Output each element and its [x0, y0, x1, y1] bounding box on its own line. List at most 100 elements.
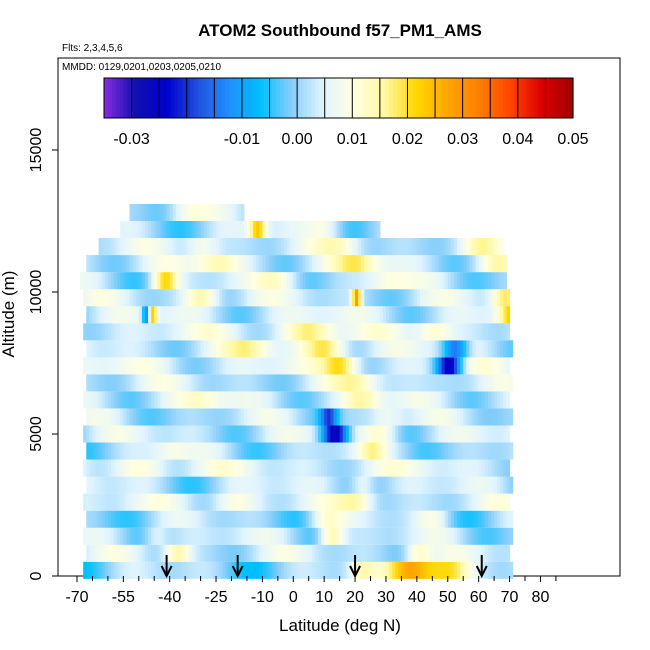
heatmap-cell: [253, 306, 257, 324]
heatmap-cell: [314, 527, 319, 545]
heatmap-cell: [240, 561, 245, 579]
heatmap-cell: [342, 561, 347, 579]
heatmap-cell: [472, 323, 477, 341]
heatmap-cell: [206, 221, 211, 239]
heatmap-cell: [327, 238, 331, 256]
heatmap-cell: [497, 408, 501, 426]
heatmap-cell: [392, 238, 396, 256]
heatmap-cell: [259, 340, 263, 358]
heatmap-cell: [123, 323, 128, 341]
heatmap-cell: [503, 442, 508, 460]
heatmap-cell: [132, 203, 137, 221]
heatmap-cell: [240, 391, 245, 409]
heatmap-cell: [123, 544, 128, 562]
heatmap-cell: [484, 527, 489, 545]
heatmap-cell: [423, 476, 427, 494]
heatmap-cell: [284, 408, 288, 426]
heatmap-cell: [361, 527, 365, 545]
heatmap-cell: [364, 391, 369, 409]
heatmap-cell: [240, 340, 245, 358]
colorbar-segment: [553, 78, 558, 118]
heatmap-cell: [222, 374, 226, 392]
heatmap-cell: [197, 374, 202, 392]
heatmap-cell: [317, 561, 322, 579]
heatmap-cell: [114, 272, 118, 290]
heatmap-cell: [197, 255, 202, 273]
heatmap-cell: [296, 306, 301, 324]
heatmap-cell: [385, 255, 390, 273]
colorbar-segment: [111, 78, 117, 118]
heatmap-cell: [302, 323, 307, 341]
heatmap-cell: [500, 476, 504, 494]
heatmap-cell: [284, 238, 288, 256]
heatmap-cell: [265, 323, 270, 341]
heatmap-cell: [333, 340, 338, 358]
colorbar-segment: [256, 78, 261, 118]
heatmap-cell: [166, 527, 171, 545]
heatmap-cell: [426, 476, 430, 494]
heatmap-cell: [423, 493, 427, 511]
heatmap-cell: [348, 323, 353, 341]
heatmap-cell: [95, 306, 100, 324]
heatmap-cell: [385, 561, 390, 579]
heatmap-cell: [503, 561, 508, 579]
heatmap-cell: [466, 374, 470, 392]
heatmap-cell: [484, 340, 489, 358]
heatmap-cell: [212, 561, 217, 579]
heatmap-cell: [317, 340, 322, 358]
heatmap-cell: [361, 289, 365, 307]
heatmap-cell: [426, 425, 430, 443]
heatmap-cell: [457, 527, 461, 545]
heatmap-cell: [435, 306, 440, 324]
heatmap-cell: [395, 323, 399, 341]
heatmap-cell: [419, 408, 424, 426]
heatmap-cell: [228, 459, 233, 477]
heatmap-cell: [398, 272, 403, 290]
heatmap-cell: [469, 442, 474, 460]
heatmap-cell: [86, 340, 90, 358]
heatmap-cell: [271, 476, 276, 494]
heatmap-cell: [494, 476, 498, 494]
heatmap-cell: [222, 323, 226, 341]
heatmap-cell: [324, 221, 328, 239]
heatmap-cell: [157, 374, 162, 392]
heatmap-cell: [410, 357, 415, 375]
heatmap-cell: [231, 561, 236, 579]
heatmap-cell: [491, 425, 495, 443]
latitude-arrow: [231, 555, 244, 579]
heatmap-cell: [107, 510, 112, 528]
heatmap-cell: [234, 374, 239, 392]
heatmap-cell: [395, 357, 399, 375]
heatmap-cell: [497, 459, 501, 477]
heatmap-cell: [194, 476, 199, 494]
heatmap-cell: [435, 272, 440, 290]
heatmap-cell: [265, 544, 270, 562]
heatmap-cell: [138, 306, 143, 324]
colorbar-segment: [369, 78, 375, 118]
heatmap-cell: [324, 391, 328, 409]
heatmap-cell: [330, 255, 335, 273]
heatmap-cell: [160, 221, 165, 239]
heatmap-cell: [330, 442, 335, 460]
heatmap-row: [83, 527, 514, 545]
heatmap-cell: [231, 374, 236, 392]
heatmap-cell: [487, 476, 492, 494]
colorbar-segment: [373, 78, 379, 118]
heatmap-cell: [185, 476, 189, 494]
heatmap-cell: [104, 272, 109, 290]
heatmap-cell: [457, 289, 461, 307]
heatmap-cell: [280, 459, 285, 477]
heatmap-cell: [487, 442, 492, 460]
heatmap-cell: [494, 340, 498, 358]
heatmap-cell: [345, 527, 350, 545]
heatmap-cell: [287, 391, 291, 409]
heatmap-cell: [339, 408, 344, 426]
heatmap-cell: [114, 493, 118, 511]
heatmap-cell: [274, 510, 279, 528]
heatmap-cell: [487, 544, 492, 562]
heatmap-cell: [194, 493, 199, 511]
heatmap-cell: [506, 493, 511, 511]
colorbar-segment: [549, 78, 555, 118]
heatmap-cell: [114, 561, 118, 579]
heatmap-cell: [296, 476, 301, 494]
